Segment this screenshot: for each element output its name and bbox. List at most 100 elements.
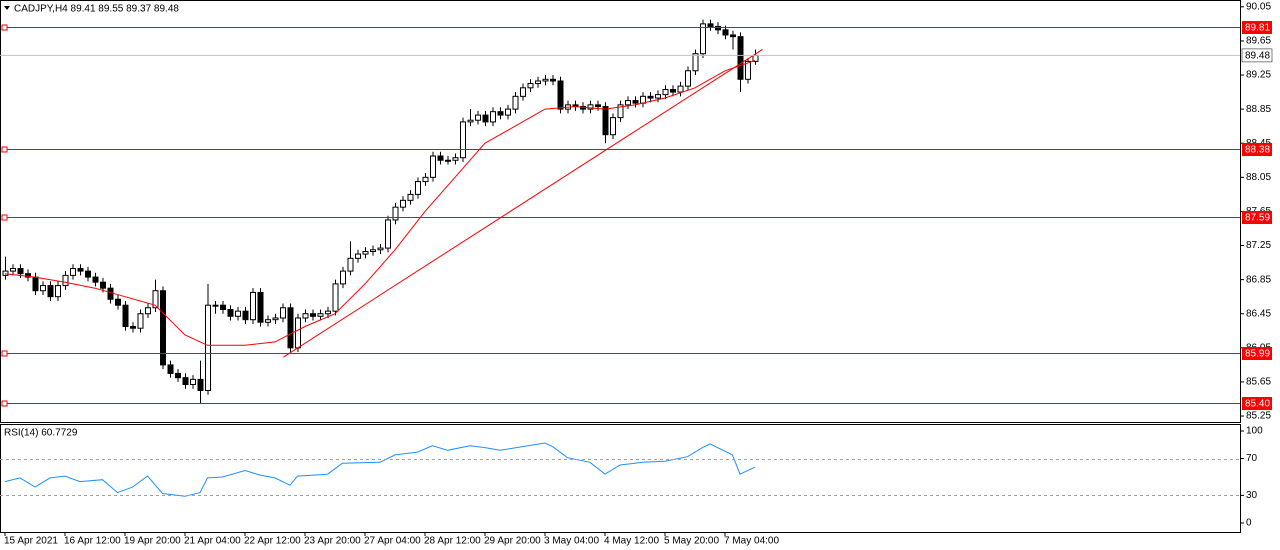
candle-body: [77, 268, 84, 272]
level-handle: [1, 24, 8, 31]
candle-body: [62, 274, 69, 287]
level-label: 87.59: [1245, 213, 1270, 224]
y-tick-label: 89.25: [1246, 70, 1271, 81]
x-tick-label: 15 Apr 2021: [4, 536, 58, 547]
candle-body: [400, 199, 406, 208]
y-tick-label: 88.05: [1246, 172, 1271, 183]
rsi-panel-frame: [0, 424, 1241, 533]
last-price-label: 89.48: [1245, 51, 1270, 62]
candle-body: [662, 89, 669, 96]
candle-body: [175, 372, 181, 379]
y-tick-label: 0: [1246, 518, 1252, 529]
candle-body: [2, 270, 9, 276]
candle-body: [40, 285, 46, 292]
level-label: 85.40: [1245, 399, 1270, 410]
candle-body: [535, 80, 541, 85]
panel-title: CADJPY,H4 89.41 89.55 89.37 89.48: [14, 4, 179, 15]
level-handle: [1, 350, 8, 357]
x-tick-label: 5 May 20:00: [664, 536, 719, 547]
x-tick-label: 4 May 12:00: [604, 536, 659, 547]
moving-average: [4, 60, 756, 346]
candle-body: [70, 268, 76, 276]
candle-body: [460, 121, 466, 159]
candle-body: [205, 304, 211, 391]
level-box: [1242, 21, 1272, 34]
y-tick-label: 89.65: [1246, 36, 1271, 47]
candle-body: [130, 326, 136, 329]
candle-body: [355, 253, 361, 259]
candle-body: [737, 36, 744, 80]
candle-body: [655, 94, 661, 99]
level-handle: [1, 146, 8, 153]
candle-body: [212, 304, 219, 307]
candle-body: [310, 313, 316, 317]
candle-body: [295, 317, 301, 349]
candle-body: [632, 100, 639, 104]
x-tick-label: 23 Apr 20:00: [304, 536, 361, 547]
level-box: [1242, 347, 1272, 360]
candle-body: [730, 34, 736, 38]
candle-body: [47, 285, 54, 298]
candle-body: [692, 53, 699, 72]
candle-body: [467, 119, 474, 123]
candle-body: [497, 111, 504, 116]
candle-body: [347, 257, 354, 272]
candle-body: [482, 114, 489, 123]
candle-body: [280, 307, 286, 319]
candle-body: [32, 276, 39, 292]
candle-body: [392, 206, 399, 221]
candle-body: [100, 281, 106, 289]
candle-body: [370, 249, 376, 252]
candle-body: [527, 83, 534, 89]
candle-body: [197, 378, 204, 391]
candle-body: [167, 364, 174, 374]
x-tick-label: 27 Apr 04:00: [364, 536, 421, 547]
candle-body: [557, 80, 564, 110]
candle-body: [362, 250, 369, 255]
candle-body: [452, 157, 459, 161]
level-box: [1242, 397, 1272, 410]
level-label: 85.99: [1245, 349, 1270, 360]
candle-body: [272, 317, 279, 321]
menu-triangle[interactable]: [4, 6, 10, 10]
candle-body: [377, 247, 384, 251]
candle-body: [145, 307, 151, 315]
candle-body: [430, 155, 436, 178]
candle-body: [115, 298, 121, 306]
y-tick-label: 90.05: [1246, 1, 1271, 12]
candle-body: [640, 95, 646, 104]
candle-body: [542, 78, 549, 82]
candle-body: [332, 283, 339, 312]
candle-body: [685, 70, 691, 87]
candle-body: [235, 310, 241, 317]
candle-body: [92, 276, 99, 283]
x-tick-label: 7 May 04:00: [724, 536, 779, 547]
candle-body: [182, 377, 189, 385]
candle-body: [160, 290, 166, 366]
candle-body: [490, 111, 496, 123]
candle-body: [670, 89, 676, 93]
candle-body: [505, 108, 511, 116]
candle-body: [677, 85, 684, 93]
candle-body: [407, 193, 414, 201]
candle-body: [265, 319, 271, 323]
rsi-line: [4, 442, 756, 497]
candle-body: [700, 23, 706, 55]
candle-body: [415, 181, 421, 195]
y-tick-label: 87.25: [1246, 240, 1271, 251]
x-tick-label: 16 Apr 12:00: [64, 536, 121, 547]
candle-body: [602, 106, 609, 136]
candle-body: [340, 270, 346, 285]
y-tick-label: 30: [1246, 490, 1258, 501]
candle-body: [475, 114, 481, 121]
candle-body: [512, 95, 519, 110]
last-price-box: [1241, 48, 1273, 63]
candle-body: [257, 291, 264, 323]
candle-body: [587, 104, 594, 110]
candle-body: [152, 290, 159, 309]
level-box: [1242, 143, 1272, 156]
y-tick-label: 86.85: [1246, 274, 1271, 285]
candle-body: [55, 285, 61, 298]
